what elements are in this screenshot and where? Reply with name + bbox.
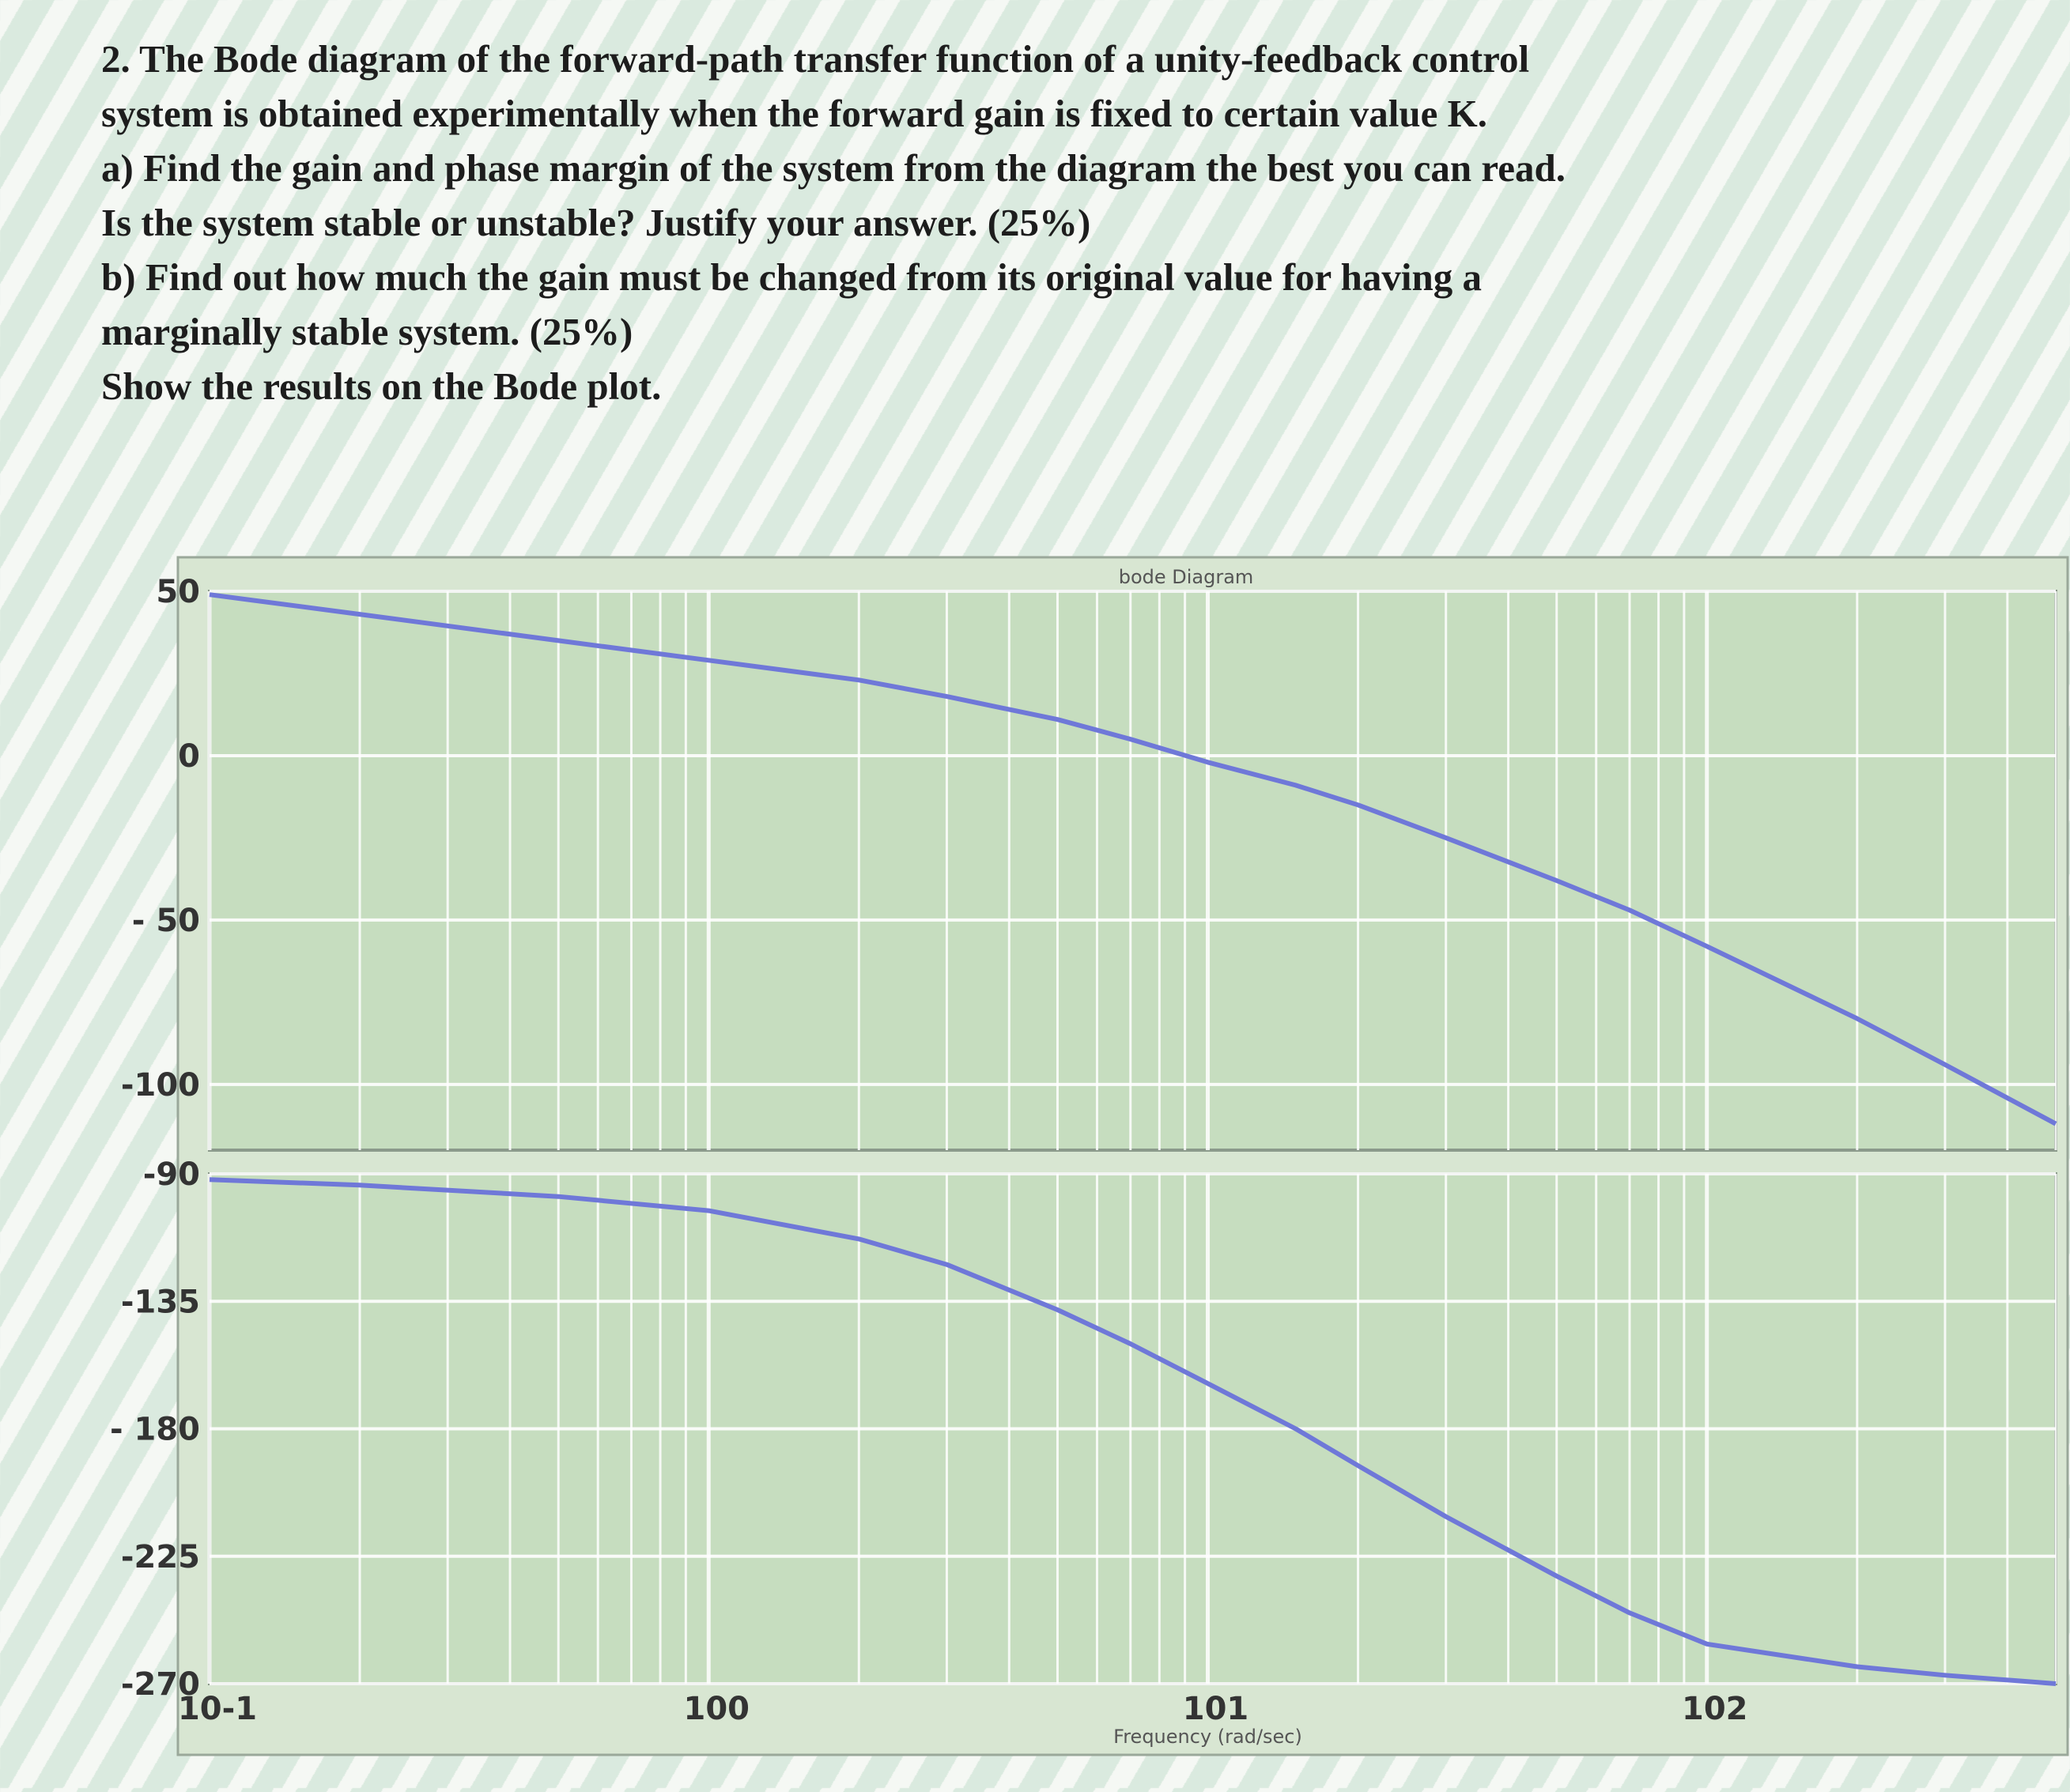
magnitude-plot-area (208, 590, 2057, 1152)
question-text: 2. The Bode diagram of the forward-path … (101, 32, 1872, 413)
question-line-4: Is the system stable or unstable? Justif… (101, 201, 1091, 244)
question-line-3: a) Find the gain and phase margin of the… (101, 146, 1566, 190)
magnitude-y-tick-label: -100 (121, 1067, 200, 1103)
x-tick-label: 101 (1183, 1691, 1249, 1727)
chart-title: bode Diagram (1119, 566, 1254, 588)
phase-y-tick-label: - 180 (110, 1412, 200, 1448)
question-line-7: Show the results on the Bode plot. (101, 364, 662, 408)
magnitude-y-tick-label: 50 (156, 574, 200, 610)
phase-curve (209, 1177, 2057, 1686)
x-tick-label: 10-1 (178, 1691, 257, 1727)
question-line-2: system is obtained experimentally when t… (101, 92, 1487, 135)
magnitude-curve (209, 592, 2057, 1126)
question-line-1: 2. The Bode diagram of the forward-path … (101, 37, 1530, 81)
phase-y-tick-label: -225 (121, 1539, 200, 1575)
x-axis-label: Frequency (rad/sec) (1113, 1726, 1302, 1748)
magnitude-y-tick-label: - 50 (132, 903, 200, 939)
phase-y-tick-label: -135 (121, 1284, 200, 1320)
magnitude-y-tick-label: 0 (178, 738, 200, 775)
x-tick-label: 100 (684, 1691, 750, 1727)
question-line-5: b) Find out how much the gain must be ch… (101, 255, 1483, 299)
phase-y-tick-label: -90 (143, 1156, 200, 1193)
phase-y-tick-label: -270 (121, 1666, 200, 1703)
x-tick-label: 102 (1682, 1691, 1748, 1727)
question-line-6: marginally stable system. (25%) (101, 310, 633, 353)
